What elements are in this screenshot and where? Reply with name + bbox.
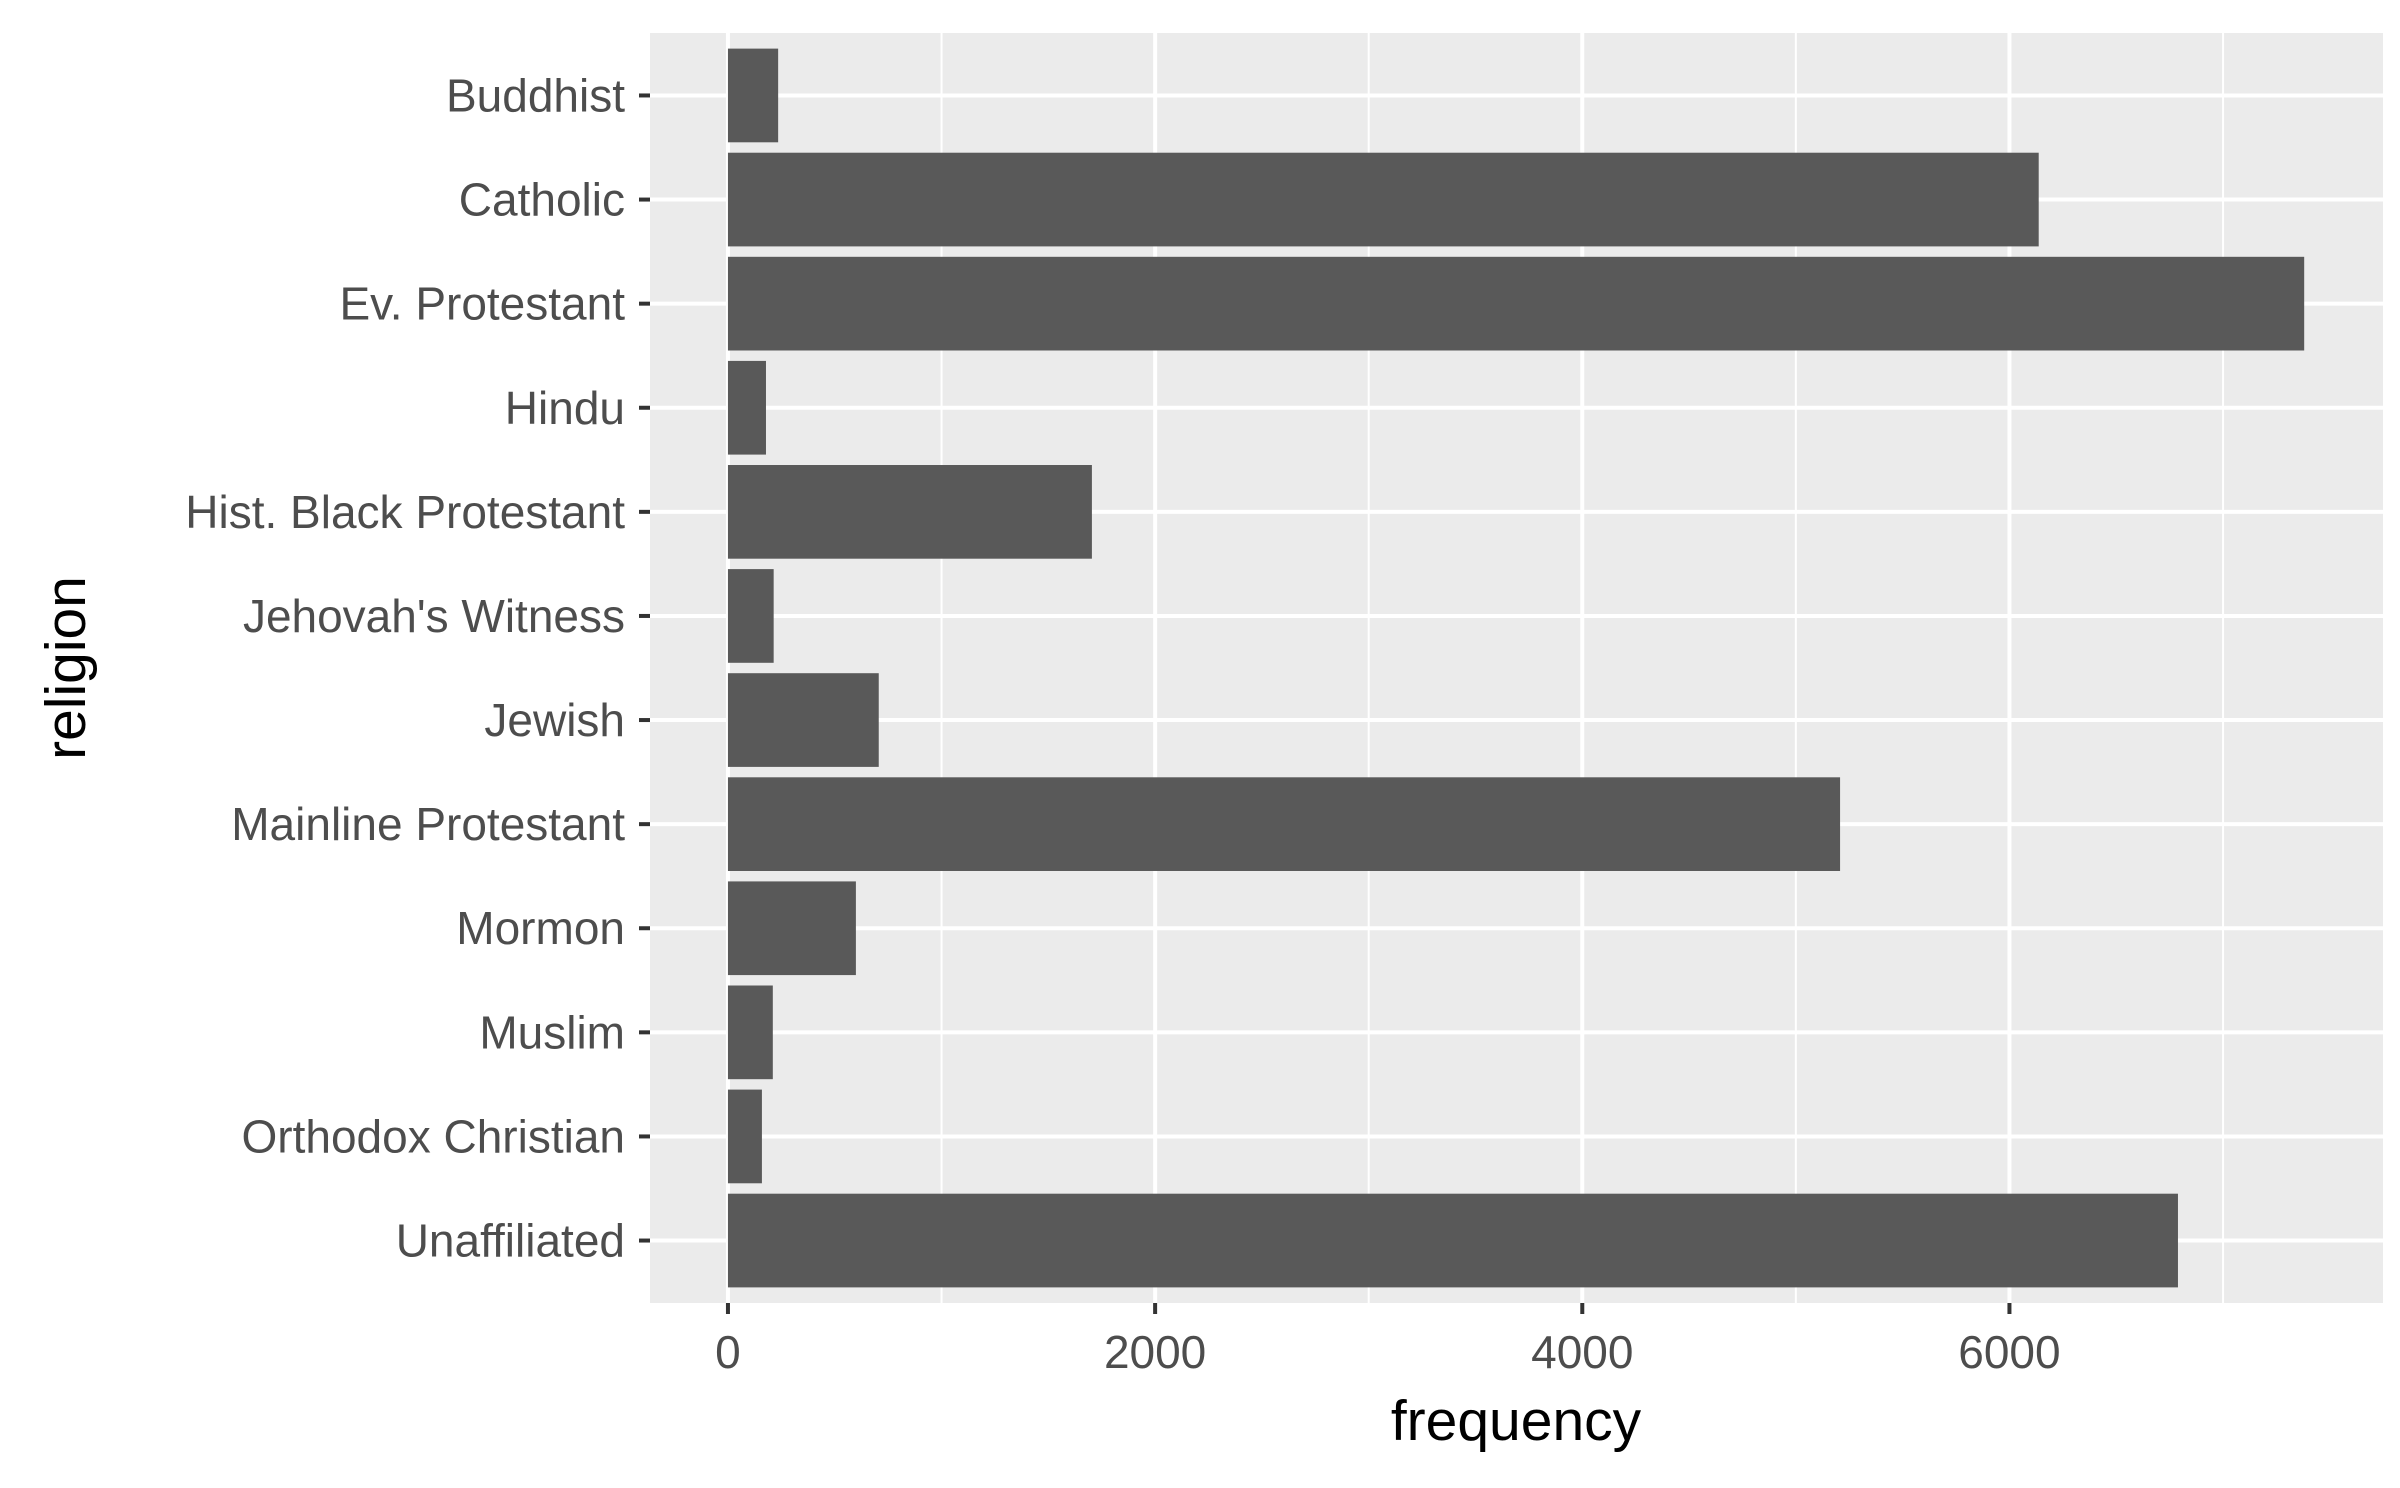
bar-orthodox-christian	[727, 1089, 762, 1184]
y-tick-label: Hindu	[505, 382, 625, 434]
y-tick-label: Muslim	[479, 1006, 625, 1058]
y-tick-label: Buddhist	[446, 69, 625, 121]
x-axis: 0 2000 4000 6000	[715, 1303, 2061, 1378]
x-tick-label: 0	[715, 1326, 741, 1378]
y-tick-label: Ev. Protestant	[339, 278, 625, 330]
bar-hist-black-protestant	[727, 465, 1092, 559]
y-tick-label: Unaffiliated	[396, 1215, 625, 1267]
y-tick-label: Mormon	[456, 902, 625, 954]
bar-mormon	[727, 881, 856, 976]
x-axis-title: frequency	[1391, 1389, 1642, 1453]
bar-ev-protestant	[727, 256, 2305, 351]
y-tick-label: Mainline Protestant	[231, 798, 625, 850]
bar-jewish	[727, 673, 879, 767]
bars	[727, 48, 2305, 1288]
x-tick-label: 4000	[1531, 1326, 1633, 1378]
bar-catholic	[727, 152, 2039, 247]
y-axis: Buddhist Catholic Ev. Protestant Hindu Hist.…	[185, 69, 650, 1267]
bar-mainline-protestant	[727, 777, 1841, 871]
x-tick-label: 6000	[1958, 1326, 2060, 1378]
y-tick-label: Catholic	[459, 174, 625, 226]
x-tick-label: 2000	[1104, 1326, 1206, 1378]
y-axis-title: religion	[34, 576, 98, 760]
y-tick-label: Hist. Black Protestant	[185, 486, 625, 538]
bar-jehovah-s-witness	[727, 569, 774, 663]
y-tick-label: Jewish	[484, 694, 625, 746]
bar-buddhist	[727, 48, 779, 143]
bar-hindu	[727, 360, 766, 455]
bar-muslim	[727, 985, 773, 1080]
bar-unaffiliated	[727, 1193, 2178, 1288]
y-tick-label: Orthodox Christian	[242, 1110, 626, 1162]
y-tick-label: Jehovah's Witness	[243, 590, 625, 642]
